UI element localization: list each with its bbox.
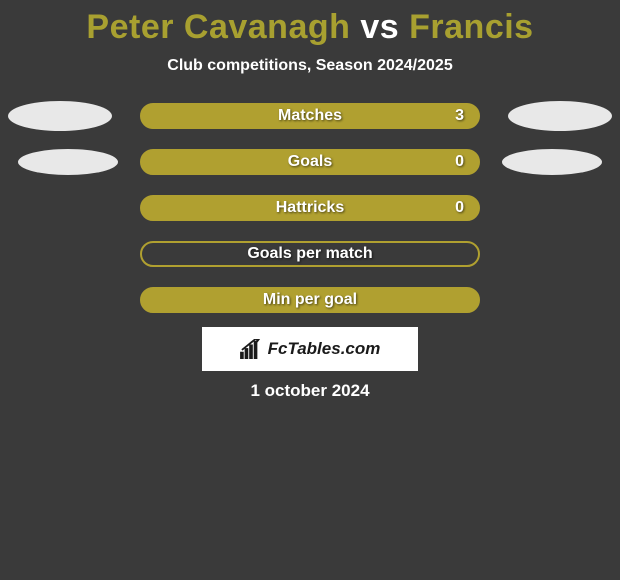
date-label: 1 october 2024 (0, 381, 620, 401)
comparison-rows: Matches 3 Goals 0 Hattricks 0 Goals per … (0, 103, 620, 313)
stats-comparison-widget: Peter Cavanagh vs Francis Club competiti… (0, 0, 620, 401)
stat-label: Matches (278, 107, 342, 125)
stat-bar: Goals 0 (140, 149, 480, 175)
stat-row-matches: Matches 3 (0, 103, 620, 129)
stat-row-goals: Goals 0 (0, 149, 620, 175)
stat-value: 0 (455, 153, 464, 171)
stat-label: Hattricks (276, 199, 344, 217)
page-title: Peter Cavanagh vs Francis (0, 8, 620, 47)
right-pill (508, 101, 612, 131)
player1-name: Peter Cavanagh (86, 8, 350, 46)
stat-row-hattricks: Hattricks 0 (0, 195, 620, 221)
brand-box: FcTables.com (202, 327, 418, 371)
subtitle: Club competitions, Season 2024/2025 (0, 57, 620, 75)
stat-bar: Hattricks 0 (140, 195, 480, 221)
stat-label: Min per goal (263, 291, 357, 309)
left-pill (18, 149, 118, 175)
brand-chart-icon (240, 339, 262, 359)
left-pill (8, 101, 112, 131)
stat-bar: Goals per match (140, 241, 480, 267)
stat-bar: Min per goal (140, 287, 480, 313)
stat-bar: Matches 3 (140, 103, 480, 129)
right-pill (502, 149, 602, 175)
vs-label: vs (360, 8, 399, 46)
stat-label: Goals per match (247, 245, 372, 263)
player2-name: Francis (409, 8, 533, 46)
brand-text: FcTables.com (268, 339, 381, 359)
stat-value: 0 (455, 199, 464, 217)
stat-row-min-per-goal: Min per goal (0, 287, 620, 313)
stat-value: 3 (455, 107, 464, 125)
stat-label: Goals (288, 153, 332, 171)
stat-row-goals-per-match: Goals per match (0, 241, 620, 267)
